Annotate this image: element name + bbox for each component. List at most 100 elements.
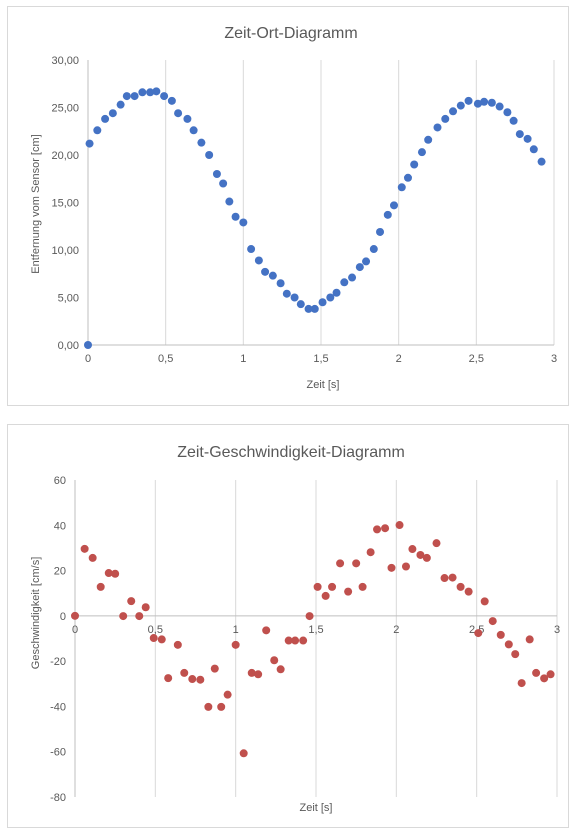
data-point (135, 612, 144, 621)
data-point (254, 256, 263, 265)
data-point (537, 157, 546, 166)
data-point (511, 650, 520, 659)
x-tick-label: 1 (240, 353, 246, 365)
data-point (101, 114, 110, 123)
data-point (225, 197, 234, 206)
x-tick-label: 0 (85, 353, 91, 365)
x-tick-label: 3 (551, 353, 557, 365)
data-point (276, 279, 285, 288)
tick-labels: 0,00 5,00 10,00 15,00 20,00 25,00 30,00 0 0,5 1 1,… (51, 55, 557, 365)
y-tick-label: 5,00 (58, 293, 79, 305)
data-point (205, 151, 214, 159)
data-point (344, 587, 353, 596)
data-point (305, 612, 314, 621)
data-point (321, 591, 330, 600)
data-point (276, 665, 285, 674)
data-point (270, 656, 279, 665)
data-point (440, 574, 449, 583)
data-point (397, 183, 406, 192)
data-point (138, 88, 147, 97)
data-point (456, 101, 465, 110)
data-point (408, 545, 417, 554)
data-point (376, 227, 385, 236)
data-point (146, 88, 155, 97)
x-tick-label: 2 (393, 624, 399, 636)
x-axis-title: Zeit [s] (306, 379, 339, 391)
data-points (84, 87, 546, 349)
data-point (381, 524, 390, 533)
data-point (164, 674, 173, 683)
data-point (448, 573, 457, 582)
data-point (231, 212, 240, 221)
y-tick-label: 15,00 (51, 198, 79, 210)
data-point (149, 634, 158, 643)
data-point (369, 245, 378, 254)
data-point (328, 582, 337, 591)
data-point (355, 263, 364, 272)
data-point (223, 690, 232, 699)
data-point (487, 98, 496, 107)
data-point (173, 640, 182, 649)
grid (87, 60, 555, 345)
data-point (348, 273, 357, 282)
data-point (127, 597, 136, 606)
data-point (383, 210, 392, 219)
data-point (417, 148, 426, 157)
x-axis-title: Zeit [s] (299, 802, 332, 814)
data-point (332, 288, 341, 297)
data-point (340, 278, 349, 287)
y-tick-label: -20 (50, 656, 66, 668)
data-point (261, 267, 270, 276)
data-point (88, 553, 97, 562)
data-point (387, 563, 396, 572)
data-point (141, 603, 150, 612)
data-point (130, 92, 139, 101)
x-tick-label: 3 (554, 624, 560, 636)
data-point (464, 96, 473, 105)
data-point (395, 521, 404, 530)
data-point (496, 630, 505, 639)
y-tick-label: 40 (54, 520, 66, 532)
y-tick-label: -60 (50, 747, 66, 759)
data-point (219, 179, 228, 188)
data-point (326, 293, 335, 302)
x-tick-label: 0 (72, 624, 78, 636)
y-tick-label: 0,00 (58, 340, 79, 352)
data-point (111, 569, 120, 578)
data-point (390, 201, 399, 210)
data-point (318, 298, 327, 307)
data-point (504, 640, 513, 649)
data-point (313, 582, 322, 591)
data-point (456, 582, 465, 591)
x-tick-label: 0,5 (148, 624, 163, 636)
data-point (268, 271, 277, 280)
data-point (93, 126, 102, 135)
y-tick-label: 20,00 (51, 150, 79, 162)
data-point (189, 126, 198, 135)
data-point (239, 749, 248, 758)
x-tick-label: 1 (233, 624, 239, 636)
data-point (441, 114, 450, 123)
data-point (104, 569, 113, 578)
chart-title: Zeit-Ort-Diagramm (224, 25, 357, 42)
data-point (310, 304, 319, 313)
data-point (517, 679, 526, 688)
data-point (336, 559, 345, 568)
y-axis-title: Entfernung vom Sensor [cm] (30, 134, 42, 273)
data-point (282, 289, 291, 298)
data-point (210, 664, 219, 673)
data-point (304, 304, 313, 313)
data-point (449, 107, 458, 116)
data-point (239, 218, 248, 227)
data-point (290, 293, 299, 302)
data-point (188, 675, 197, 684)
y-tick-label: -80 (50, 792, 66, 804)
y-tick-label: -40 (50, 701, 66, 713)
x-tick-label: 2 (396, 353, 402, 365)
data-point (108, 109, 117, 118)
axes (87, 60, 554, 346)
y-tick-label: 60 (54, 475, 66, 487)
chart-title: Zeit-Geschwindigkeit-Diagramm (177, 444, 405, 461)
data-point (416, 550, 425, 559)
